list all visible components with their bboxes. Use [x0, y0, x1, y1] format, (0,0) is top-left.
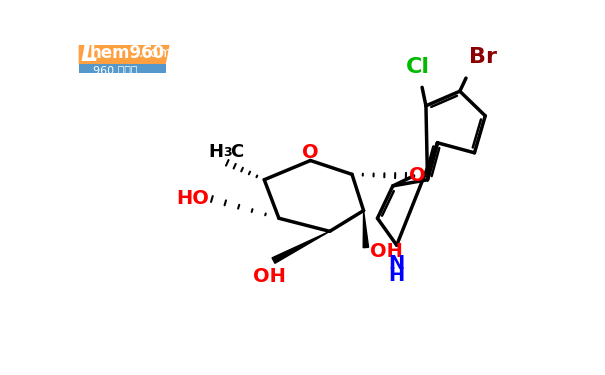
Text: OH: OH [370, 242, 402, 261]
Text: 3: 3 [223, 146, 232, 159]
Text: O: O [409, 166, 426, 184]
Polygon shape [79, 45, 169, 64]
Text: hem960: hem960 [90, 45, 165, 63]
Text: H: H [209, 143, 223, 161]
Text: Br: Br [469, 47, 497, 68]
Text: C: C [231, 143, 244, 161]
Text: O: O [302, 143, 319, 162]
Text: HO: HO [176, 189, 209, 209]
Polygon shape [363, 210, 368, 248]
Text: OH: OH [253, 267, 286, 286]
Text: 960 化工网: 960 化工网 [93, 64, 137, 75]
Polygon shape [79, 64, 166, 74]
Text: .com: .com [139, 46, 173, 60]
Text: N: N [388, 255, 405, 273]
Text: Cl: Cl [406, 57, 430, 76]
Text: L: L [80, 39, 98, 68]
Text: H: H [388, 266, 405, 285]
Polygon shape [272, 231, 330, 263]
